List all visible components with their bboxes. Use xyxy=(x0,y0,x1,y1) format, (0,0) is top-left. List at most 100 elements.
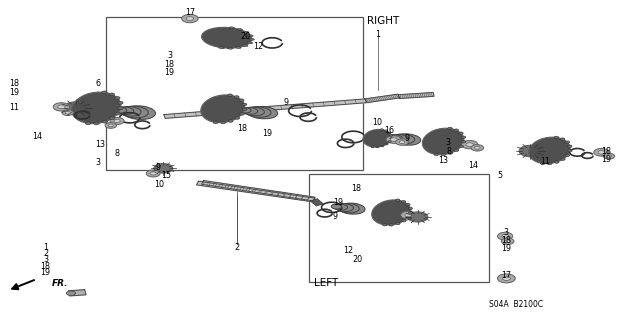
Ellipse shape xyxy=(118,101,123,104)
Circle shape xyxy=(391,138,397,141)
Ellipse shape xyxy=(461,140,466,143)
Ellipse shape xyxy=(461,136,466,139)
Circle shape xyxy=(466,143,473,147)
Text: 3: 3 xyxy=(96,158,101,167)
Ellipse shape xyxy=(201,27,252,48)
Circle shape xyxy=(150,172,156,175)
Ellipse shape xyxy=(401,201,406,203)
Text: 20: 20 xyxy=(353,255,363,264)
Ellipse shape xyxy=(123,106,156,119)
Text: 8: 8 xyxy=(447,147,452,156)
Circle shape xyxy=(519,145,542,157)
Circle shape xyxy=(475,147,480,149)
Ellipse shape xyxy=(114,107,127,113)
Circle shape xyxy=(501,238,514,244)
Ellipse shape xyxy=(229,120,233,122)
Text: 1: 1 xyxy=(43,243,48,252)
Polygon shape xyxy=(201,180,315,201)
Ellipse shape xyxy=(239,99,244,101)
Polygon shape xyxy=(398,92,434,99)
Text: 18: 18 xyxy=(237,124,248,133)
Ellipse shape xyxy=(339,203,365,214)
Text: 3: 3 xyxy=(504,228,509,237)
Text: 3: 3 xyxy=(167,51,172,60)
Circle shape xyxy=(62,110,73,116)
Ellipse shape xyxy=(565,154,570,156)
Text: 11: 11 xyxy=(541,157,551,166)
Ellipse shape xyxy=(554,136,558,139)
Circle shape xyxy=(594,148,609,156)
Ellipse shape xyxy=(529,137,570,164)
Ellipse shape xyxy=(448,127,452,130)
Text: S04A  B2100C: S04A B2100C xyxy=(489,300,543,309)
Text: 18: 18 xyxy=(165,60,175,68)
Ellipse shape xyxy=(406,204,410,206)
Ellipse shape xyxy=(561,158,565,160)
Text: 19: 19 xyxy=(41,268,51,277)
Ellipse shape xyxy=(434,153,439,156)
Ellipse shape xyxy=(422,128,464,155)
Ellipse shape xyxy=(244,31,249,33)
Text: 17: 17 xyxy=(185,8,195,17)
Ellipse shape xyxy=(389,134,408,142)
Ellipse shape xyxy=(240,113,244,115)
Ellipse shape xyxy=(385,143,388,145)
Ellipse shape xyxy=(115,97,120,100)
Text: 13: 13 xyxy=(438,156,448,164)
Ellipse shape xyxy=(390,138,393,139)
Text: 2: 2 xyxy=(235,243,240,252)
Ellipse shape xyxy=(441,153,446,156)
Text: 19: 19 xyxy=(501,244,511,253)
Ellipse shape xyxy=(459,145,463,148)
Ellipse shape xyxy=(380,129,384,130)
Circle shape xyxy=(606,155,611,157)
Text: 1: 1 xyxy=(375,30,380,39)
Ellipse shape xyxy=(388,141,391,142)
Circle shape xyxy=(461,140,478,149)
Ellipse shape xyxy=(242,44,248,46)
Ellipse shape xyxy=(408,207,413,210)
Ellipse shape xyxy=(228,94,232,96)
Ellipse shape xyxy=(235,117,240,119)
Ellipse shape xyxy=(381,145,384,147)
Ellipse shape xyxy=(337,204,360,213)
Text: LEFT: LEFT xyxy=(314,278,338,288)
Circle shape xyxy=(401,211,416,219)
Text: 18: 18 xyxy=(601,147,611,156)
Ellipse shape xyxy=(372,200,411,225)
Ellipse shape xyxy=(402,220,406,222)
Ellipse shape xyxy=(237,28,242,31)
Polygon shape xyxy=(196,181,315,202)
Circle shape xyxy=(603,153,615,159)
Ellipse shape xyxy=(201,95,245,123)
Text: 16: 16 xyxy=(384,126,394,135)
Circle shape xyxy=(598,151,605,154)
Text: 9: 9 xyxy=(333,212,338,221)
Ellipse shape xyxy=(555,161,559,163)
Text: 18: 18 xyxy=(9,79,19,88)
Text: 9: 9 xyxy=(156,163,161,172)
Text: 19: 19 xyxy=(262,129,272,138)
Text: 13: 13 xyxy=(95,140,105,149)
Circle shape xyxy=(63,102,89,115)
Text: 3: 3 xyxy=(446,138,451,147)
Ellipse shape xyxy=(110,117,115,120)
Circle shape xyxy=(386,136,401,143)
Text: 5: 5 xyxy=(498,171,503,180)
Ellipse shape xyxy=(568,149,572,152)
Text: 19: 19 xyxy=(334,198,344,207)
Circle shape xyxy=(182,14,198,23)
Polygon shape xyxy=(164,99,367,118)
Text: 8: 8 xyxy=(115,149,120,158)
Ellipse shape xyxy=(331,204,342,209)
Text: 12: 12 xyxy=(253,42,263,51)
Ellipse shape xyxy=(363,129,391,147)
Ellipse shape xyxy=(565,141,570,143)
Circle shape xyxy=(105,123,116,128)
Ellipse shape xyxy=(406,216,410,218)
Circle shape xyxy=(110,117,124,124)
Ellipse shape xyxy=(371,146,374,148)
Ellipse shape xyxy=(110,93,115,96)
Ellipse shape xyxy=(239,108,251,113)
Ellipse shape xyxy=(121,106,148,118)
